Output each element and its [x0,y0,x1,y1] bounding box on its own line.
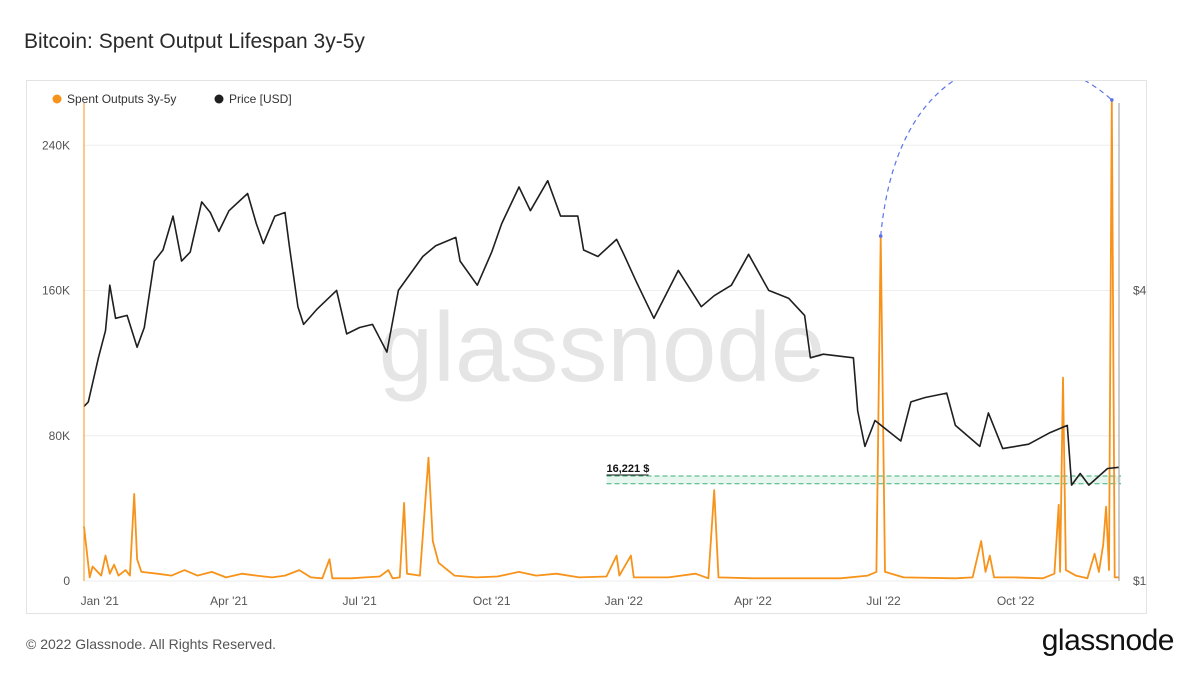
page-title: Bitcoin: Spent Output Lifespan 3y-5y [24,30,365,53]
peak-connector-end [1110,98,1114,102]
price-level-band: 16,221 $ [606,463,1121,485]
x-tick-label: Apr '22 [734,594,772,608]
y-left-tick-label: 160K [42,284,70,298]
watermark: glassnode [379,292,826,402]
chart-legend[interactable]: Spent Outputs 3y-5y Price [USD] [52,92,292,106]
brand-logo: glassnode [1041,624,1175,657]
x-tick-label: Jul '22 [866,594,901,608]
legend-marker[interactable] [214,94,224,104]
y-right-tick-label: $10k [1133,574,1146,588]
y-left-tick-label: 240K [42,138,70,152]
x-tick-label: Oct '22 [997,594,1035,608]
x-tick-label: Jul '21 [342,594,377,608]
y-right-tick-label: $40k [1133,283,1146,297]
x-tick-label: Jan '21 [81,594,120,608]
chart-series [83,99,1120,580]
legend-label[interactable]: Price [USD] [229,92,292,106]
x-tick-label: Apr '21 [210,594,248,608]
copyright-text: © 2022 Glassnode. All Rights Reserved. [26,636,277,652]
x-tick-label: Oct '21 [473,594,511,608]
peak-connector-line [880,61,1113,237]
y-left-tick-label: 0 [63,574,70,588]
y-left-tick-label: 80K [49,429,70,443]
grid-lines [84,144,1119,582]
chart-svg: glassnode Spent Outputs 3y-5y Price [USD]… [42,61,1160,608]
x-tick-label: Jan '22 [605,594,644,608]
legend-label[interactable]: Spent Outputs 3y-5y [67,92,176,106]
chart-panel: glassnode Spent Outputs 3y-5y Price [USD]… [26,61,1160,614]
level-band-label: 16,221 $ [607,463,650,475]
spent-outputs-series [83,99,1119,580]
price-series [83,179,1120,486]
legend-marker[interactable] [52,94,62,104]
chart-annotation [878,61,1114,238]
level-band-fill [606,476,1121,484]
peak-connector-start [878,234,883,238]
